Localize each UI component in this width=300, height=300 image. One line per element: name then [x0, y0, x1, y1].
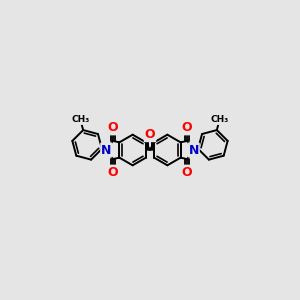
Text: N: N	[188, 143, 199, 157]
Text: CH₃: CH₃	[71, 115, 89, 124]
Text: O: O	[145, 128, 155, 141]
Text: CH₃: CH₃	[211, 115, 229, 124]
Text: O: O	[182, 166, 192, 178]
Text: O: O	[108, 166, 118, 178]
Text: O: O	[182, 122, 192, 134]
Text: N: N	[101, 143, 112, 157]
Text: O: O	[108, 122, 118, 134]
